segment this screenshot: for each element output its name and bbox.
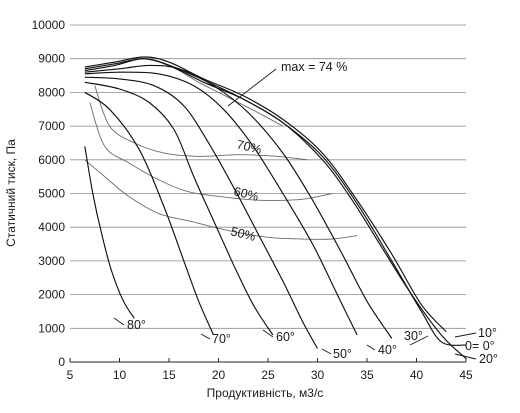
efficiency-label-50: 50%: [229, 224, 257, 244]
x-tick-label-15: 15: [162, 368, 176, 382]
curve-angle-80: [84, 146, 135, 319]
y-tick-label-3000: 3000: [38, 254, 65, 268]
y-tick-label-1000: 1000: [38, 321, 65, 335]
tick-labels: 0 1000 2000 3000 4000 5000 6000 7000 8000 9000 100…: [32, 18, 473, 382]
blade-angle-curves: [84, 56, 467, 360]
x-tick-label-25: 25: [261, 368, 275, 382]
y-tick-label-0: 0: [58, 355, 65, 369]
y-tick-label-7000: 7000: [38, 119, 65, 133]
y-tick-label-8000: 8000: [38, 85, 65, 99]
label-leader-80: [113, 317, 125, 326]
angle-label-80: 80°: [127, 318, 146, 332]
label-leader-60: [262, 329, 274, 338]
x-tick-label-10: 10: [113, 368, 127, 382]
x-tick-label-5: 5: [67, 368, 74, 382]
angle-label-60: 60°: [276, 330, 295, 344]
axes: [69, 358, 467, 363]
label-leader-50: [321, 348, 332, 355]
x-tick-label-30: 30: [311, 368, 325, 382]
efficiency-curve-50: [84, 159, 358, 240]
label-leader-max: [227, 68, 277, 107]
x-tick-label-45: 45: [459, 368, 473, 382]
y-axis-title: Статичний тиск, Па: [4, 139, 18, 247]
curve-angle-0: [84, 58, 467, 346]
x-axis-title: Продуктивність, м3/с: [207, 386, 324, 400]
curve-angle-20: [84, 58, 467, 360]
y-tick-label-10000: 10000: [32, 18, 66, 32]
label-leader-20: [454, 353, 477, 360]
curve-angle-50: [84, 76, 319, 349]
y-tick-label-5000: 5000: [38, 187, 65, 201]
efficiency-label-70: 70%: [235, 137, 263, 157]
grid: [70, 24, 466, 329]
angle-label-50: 50°: [333, 347, 352, 361]
y-tick-label-9000: 9000: [38, 52, 65, 66]
x-tick-label-20: 20: [212, 368, 226, 382]
y-tick-label-6000: 6000: [38, 153, 65, 167]
angle-label-0: 0= 0°: [465, 339, 495, 353]
label-leader-10: [454, 332, 477, 338]
curve-angle-10: [84, 56, 447, 333]
curve-angle-60: [84, 81, 274, 336]
x-tick-label-35: 35: [360, 368, 374, 382]
curve-angle-40: [84, 71, 358, 336]
angle-label-40: 40°: [378, 343, 397, 357]
efficiency-label-60: 60%: [232, 184, 260, 204]
curve-angle-30: [84, 64, 393, 339]
angle-label-10: 10°: [478, 326, 497, 340]
annotations: max = 74 % 70% 60% 50% 80° 70° 60° 50° 4…: [113, 60, 498, 366]
label-leader-30: [409, 335, 429, 346]
angle-label-70: 70°: [212, 332, 231, 346]
curve-angle-70: [84, 91, 215, 336]
efficiency-curve-60: [89, 102, 333, 201]
angle-label-20: 20°: [479, 352, 498, 366]
max-efficiency-label: max = 74 %: [281, 60, 347, 74]
label-leader-40: [366, 344, 376, 351]
efficiency-curve-70: [94, 85, 308, 161]
angle-label-30: 30°: [404, 329, 423, 343]
label-leader-70: [200, 333, 211, 340]
x-tick-label-40: 40: [410, 368, 424, 382]
y-tick-label-4000: 4000: [38, 220, 65, 234]
y-tick-label-2000: 2000: [38, 288, 65, 302]
